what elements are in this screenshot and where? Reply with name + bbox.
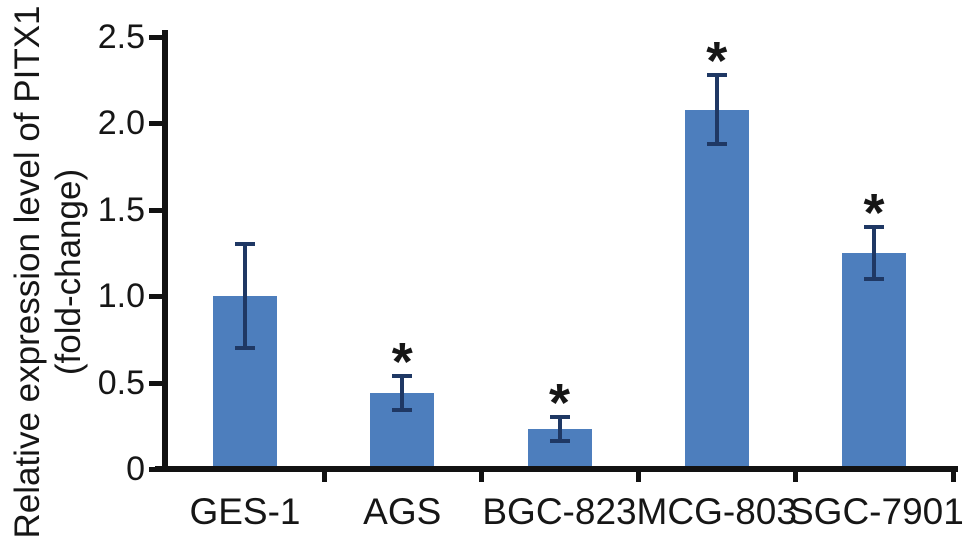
significance-asterisk: *	[706, 31, 728, 92]
bar	[684, 109, 749, 469]
error-bar-line	[872, 227, 876, 279]
y-tick-label: 1.0	[97, 277, 145, 316]
error-bar-cap-bottom	[392, 408, 413, 413]
x-tick	[636, 472, 642, 482]
x-tick	[950, 472, 956, 482]
error-bar-cap-top	[864, 225, 884, 230]
x-category-label: MCG-803	[636, 491, 797, 532]
y-tick	[149, 207, 165, 213]
x-tick	[793, 472, 799, 482]
y-tick-label: 1.5	[97, 190, 145, 229]
y-tick	[149, 35, 165, 40]
error-bar-cap-top	[392, 373, 413, 378]
y-tick-label: 0.5	[97, 363, 145, 402]
y-tick	[149, 294, 165, 300]
y-tick-label: 2.0	[97, 104, 145, 143]
significance-asterisk: *	[391, 331, 413, 392]
y-tick	[149, 467, 165, 472]
y-tick	[149, 121, 165, 127]
x-tick	[321, 472, 327, 482]
error-bar-cap-bottom	[549, 439, 570, 444]
y-tick	[149, 380, 165, 386]
y-axis-line	[162, 30, 168, 472]
significance-asterisk: *	[548, 373, 570, 434]
x-category-label: SGC-7901	[789, 491, 964, 532]
error-bar-line	[557, 417, 562, 442]
error-bar-cap-bottom	[235, 346, 255, 351]
x-category-label: GES-1	[189, 491, 301, 532]
significance-asterisk: *	[863, 183, 885, 244]
error-bar-cap-top	[706, 73, 727, 78]
error-bar-cap-top	[549, 415, 570, 420]
error-bar-line	[243, 244, 247, 349]
error-bar-line	[400, 375, 405, 411]
x-tick	[478, 472, 484, 482]
x-category-label: BGC-823	[482, 491, 637, 532]
y-tick-label: 0	[126, 450, 145, 488]
x-axis-line	[155, 466, 958, 472]
x-category-label: AGS	[363, 491, 442, 532]
bar	[842, 253, 906, 469]
error-bar-line	[714, 75, 719, 145]
error-bar-cap-bottom	[706, 142, 727, 147]
y-tick-label: 2.5	[97, 18, 145, 56]
error-bar-cap-bottom	[864, 276, 884, 281]
error-bar-cap-top	[235, 242, 255, 247]
